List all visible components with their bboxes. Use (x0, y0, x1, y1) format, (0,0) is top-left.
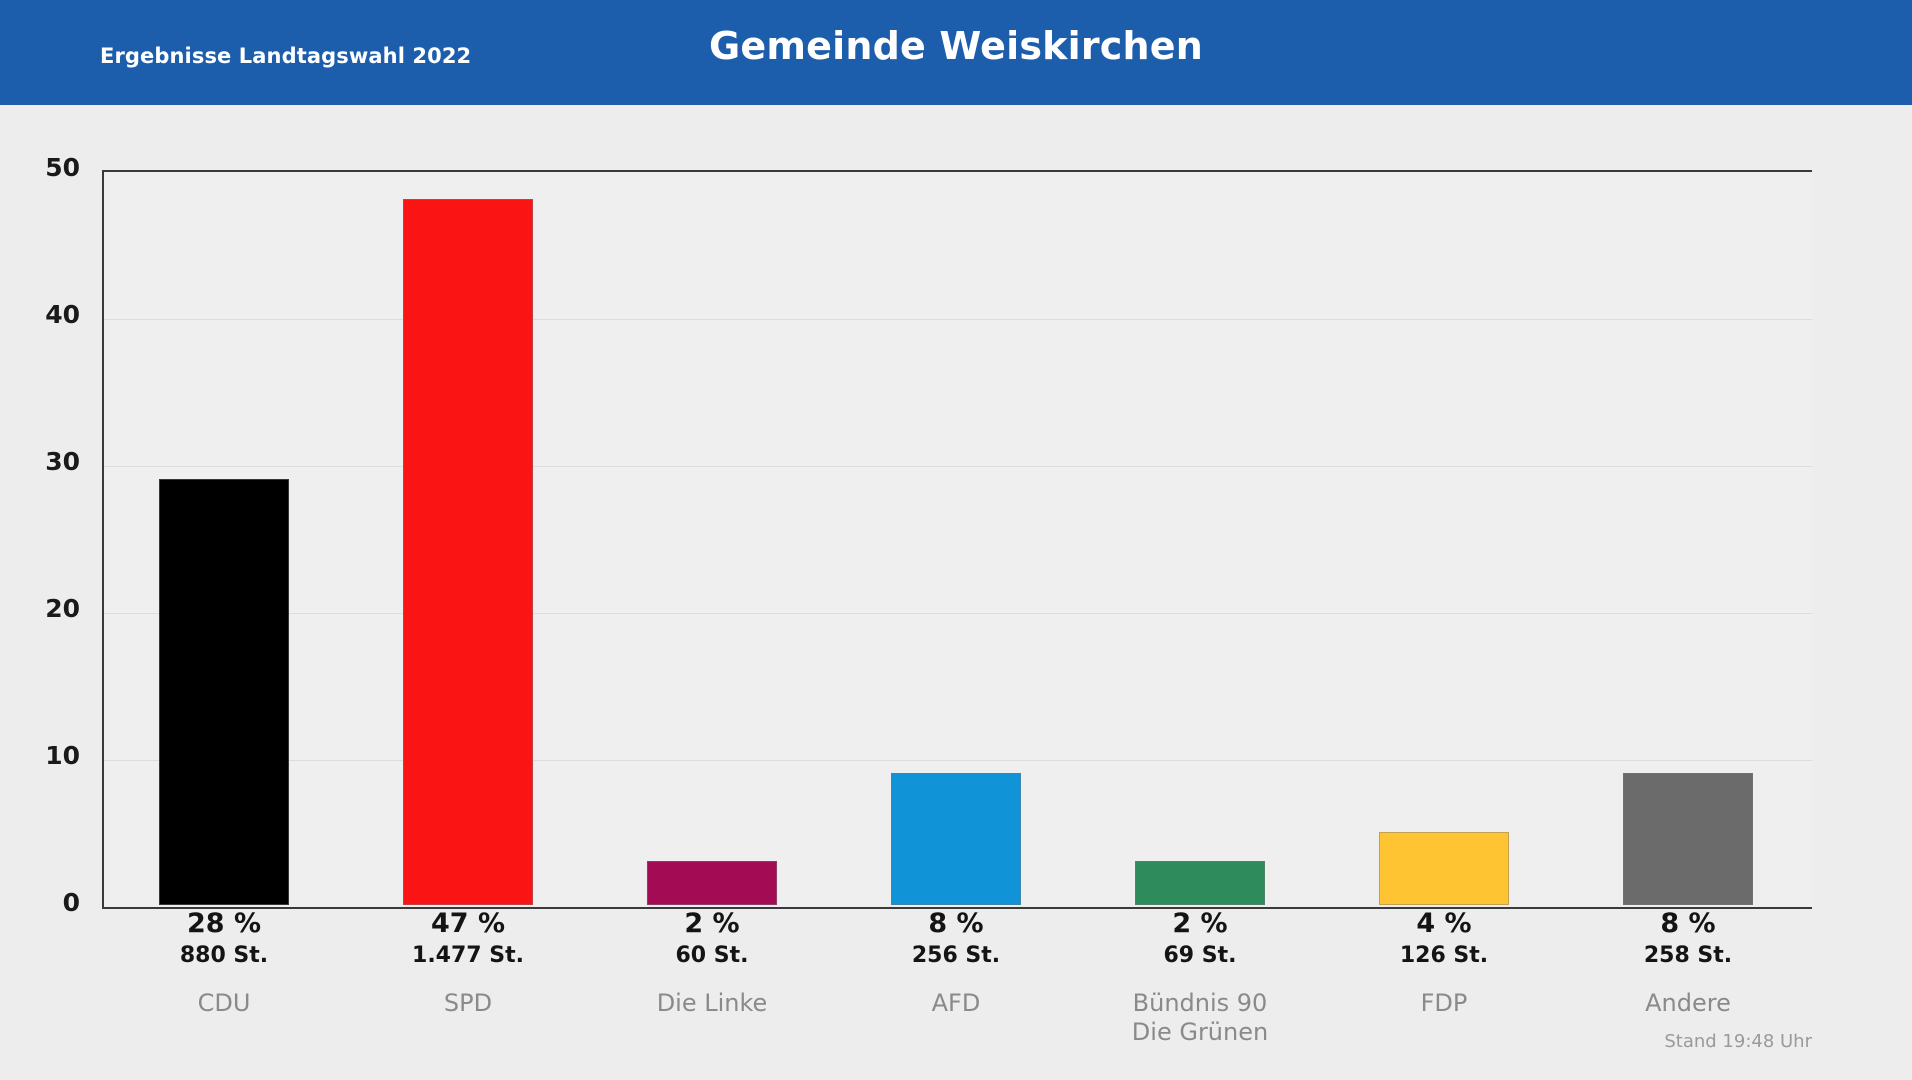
gridline-40 (104, 319, 1812, 320)
bar-percent-label: 2 % (1172, 908, 1228, 939)
bar-andere[interactable] (1623, 772, 1753, 905)
bar-percent-label: 8 % (1660, 908, 1716, 939)
bar-votes-label: 880 St. (179, 943, 269, 969)
bar-afd[interactable] (891, 772, 1021, 905)
bar-votes-label: 1.477 St. (412, 943, 524, 969)
bar-party-name: Die Linke (656, 988, 768, 1017)
header-subtitle: Ergebnisse Landtagswahl 2022 (100, 44, 472, 68)
bar-party-name: CDU (197, 988, 251, 1017)
bar-percent-label: 28 % (186, 908, 262, 939)
bar-party-name: AFD (931, 988, 981, 1017)
status-timestamp: Stand 19:48 Uhr (1664, 1031, 1812, 1052)
gridline-30 (104, 466, 1812, 467)
bar-b-ndnis-90[interactable] (1135, 860, 1265, 905)
bar-percent-label: 2 % (684, 908, 740, 939)
x-label-group: 4 % 126 St. FDP (1322, 908, 1566, 1018)
bar-slot (1379, 170, 1509, 905)
bar-percent-label: 8 % (928, 908, 984, 939)
bar-percent-label: 47 % (430, 908, 506, 939)
gridline-20 (104, 613, 1812, 614)
bar-party-name: FDP (1420, 988, 1468, 1017)
x-label-group: 8 % 258 St. Andere (1566, 908, 1810, 1018)
y-axis-tick-30: 30 (45, 447, 80, 476)
bar-party-name: Andere (1645, 988, 1731, 1017)
y-axis-tick-10: 10 (45, 741, 80, 770)
bar-party-name: Bündnis 90 Die Grünen (1131, 988, 1269, 1046)
bar-votes-label: 60 St. (675, 943, 749, 969)
bar-spd[interactable] (403, 199, 533, 905)
bar-slot (1135, 170, 1265, 905)
bar-party-name: SPD (443, 988, 493, 1017)
x-label-group: 2 % 60 St. Die Linke (590, 908, 834, 1018)
x-axis-labels: 28 % 880 St. CDU 47 % 1.477 St. SPD 2 % 60 St. D… (102, 908, 1810, 1080)
y-axis-tick-50: 50 (45, 153, 80, 182)
page-title: Gemeinde Weiskirchen (708, 24, 1204, 68)
page-header: Ergebnisse Landtagswahl 2022 Gemeinde We… (0, 0, 1912, 105)
bar-die-linke[interactable] (647, 860, 777, 905)
x-label-group: 8 % 256 St. AFD (834, 908, 1078, 1018)
x-label-group: 2 % 69 St. Bündnis 90 Die Grünen (1078, 908, 1322, 1047)
bar-slot (403, 170, 533, 905)
bar-votes-label: 69 St. (1163, 943, 1237, 969)
bar-slot (1623, 170, 1753, 905)
bar-votes-label: 258 St. (1643, 943, 1733, 969)
y-axis-tick-40: 40 (45, 300, 80, 329)
bar-fdp[interactable] (1379, 831, 1509, 905)
bar-group (102, 170, 1810, 905)
bar-percent-label: 4 % (1416, 908, 1472, 939)
x-label-group: 47 % 1.477 St. SPD (346, 908, 590, 1018)
bar-slot (891, 170, 1021, 905)
bar-votes-label: 126 St. (1399, 943, 1489, 969)
bar-slot (159, 170, 289, 905)
chart-container: 0 10 20 30 40 50 28 % 880 St. CDU 47 % 1.477 St. S… (0, 105, 1912, 1080)
gridline-10 (104, 760, 1812, 761)
y-axis-tick-20: 20 (45, 594, 80, 623)
x-label-group: 28 % 880 St. CDU (102, 908, 346, 1018)
y-axis-tick-0: 0 (62, 888, 80, 917)
bar-cdu[interactable] (159, 478, 289, 905)
bar-slot (647, 170, 777, 905)
bar-votes-label: 256 St. (911, 943, 1001, 969)
